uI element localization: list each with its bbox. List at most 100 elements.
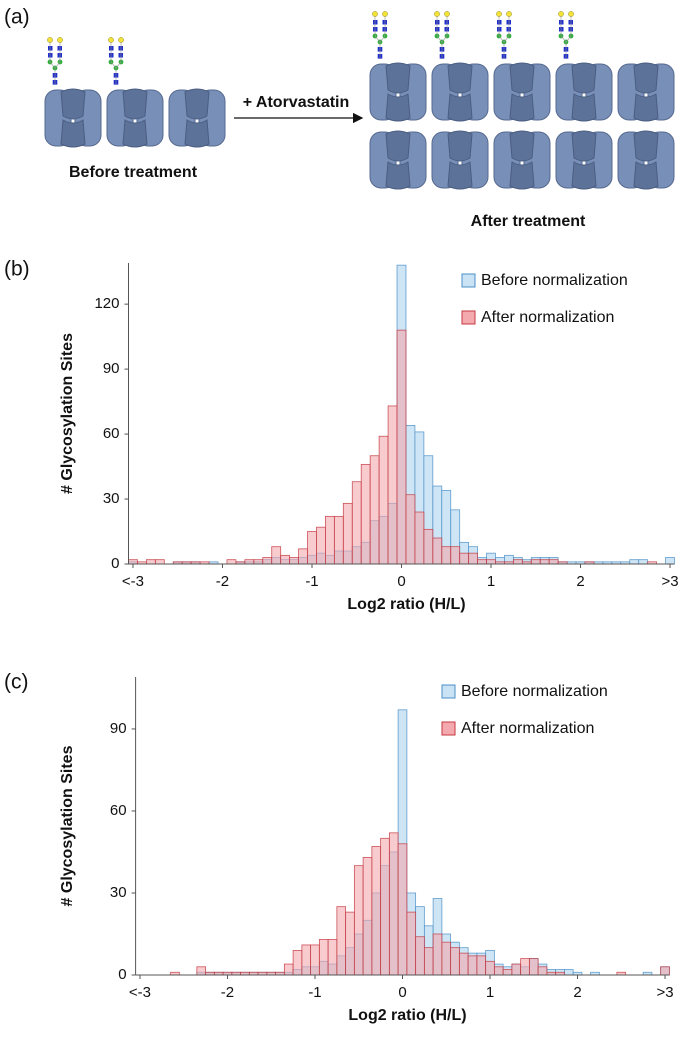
- legend-swatch: [461, 310, 476, 325]
- bar: [423, 947, 434, 976]
- bar: [530, 559, 541, 565]
- glycan: [433, 10, 451, 60]
- x-tick-label: -1: [305, 573, 318, 590]
- bar: [298, 548, 308, 565]
- bar: [226, 559, 237, 565]
- legend-swatch: [441, 721, 456, 736]
- bar: [292, 949, 303, 976]
- bar: [388, 832, 399, 976]
- bar: [351, 481, 362, 565]
- x-tick-label: >3: [661, 573, 678, 590]
- bar: [406, 911, 417, 976]
- diagram: (a) Before treatment + Atorvastatin Afte…: [4, 6, 675, 230]
- bar: [146, 559, 156, 565]
- y-tick-label: 90: [110, 720, 127, 737]
- bar: [450, 546, 461, 565]
- bar: [310, 944, 320, 976]
- y-tick-label: 120: [94, 295, 119, 312]
- y-tick-label: 60: [103, 425, 120, 442]
- y-tick-label: 60: [110, 802, 127, 819]
- bar: [342, 502, 353, 565]
- legend-swatch: [441, 684, 456, 699]
- protein: [106, 88, 164, 148]
- bar: [638, 559, 649, 565]
- legend-label: Before normalization: [461, 683, 608, 700]
- glycan: [46, 36, 64, 86]
- after-label: After treatment: [471, 213, 586, 230]
- bar: [629, 559, 640, 565]
- legend-label: Before normalization: [481, 272, 628, 289]
- bar: [520, 958, 530, 976]
- bar: [528, 958, 539, 976]
- bar: [539, 559, 550, 565]
- x-axis-label: Log2 ratio (H/L): [347, 596, 465, 613]
- bar: [244, 559, 255, 565]
- y-tick-label: 90: [103, 360, 120, 377]
- x-tick-label: -2: [216, 573, 229, 590]
- x-tick-label: >3: [656, 984, 673, 1001]
- after-group: [369, 10, 675, 190]
- bar: [476, 955, 487, 976]
- bar: [333, 515, 344, 565]
- x-tick-label: 1: [487, 573, 495, 590]
- bar: [414, 511, 425, 565]
- arrow-label: + Atorvastatin: [243, 94, 350, 111]
- y-tick-label: 0: [118, 966, 126, 983]
- legend-label: After normalization: [481, 309, 614, 326]
- bar: [563, 969, 574, 976]
- bar: [512, 559, 523, 565]
- y-axis-label: # Glycosylation Sites: [59, 333, 76, 494]
- bar: [253, 559, 264, 565]
- bar: [396, 329, 407, 565]
- bar: [502, 969, 513, 976]
- y-axis-label: # Glycosylation Sites: [59, 745, 76, 906]
- bar: [415, 936, 425, 976]
- y-tick-label: 0: [111, 555, 119, 572]
- bar: [378, 435, 389, 565]
- glycan: [107, 36, 125, 86]
- protein: [617, 62, 675, 122]
- glycan: [495, 10, 513, 60]
- protein: [431, 62, 489, 122]
- bar: [360, 463, 371, 565]
- bar: [537, 966, 548, 976]
- bar: [660, 966, 670, 976]
- panel-label: (a): [4, 6, 30, 29]
- y-tick-label: 30: [103, 490, 120, 507]
- bar: [665, 557, 675, 565]
- panel-label: (b): [4, 258, 30, 281]
- protein: [493, 130, 551, 190]
- bar: [371, 846, 382, 976]
- bar: [486, 559, 496, 565]
- protein: [493, 62, 551, 122]
- protein: [617, 130, 675, 190]
- bar: [345, 911, 355, 976]
- bar: [362, 857, 373, 976]
- bar: [196, 966, 207, 976]
- legend-label: After normalization: [461, 720, 594, 737]
- bar: [459, 552, 470, 565]
- panel-label: (c): [4, 671, 29, 694]
- bar: [154, 559, 165, 565]
- bar: [387, 405, 398, 565]
- legend-swatch: [461, 273, 476, 288]
- bar: [316, 526, 326, 565]
- x-tick-label: 1: [486, 984, 494, 1001]
- bar: [397, 843, 408, 976]
- bar: [283, 963, 294, 976]
- x-tick-label: 0: [398, 984, 406, 1001]
- x-tick-label: -2: [221, 984, 234, 1001]
- bar: [301, 944, 312, 976]
- bar: [405, 494, 416, 565]
- bar: [318, 939, 329, 976]
- glycan: [371, 10, 389, 60]
- bar: [432, 537, 443, 565]
- bar: [325, 515, 335, 565]
- x-tick-label: <-3: [122, 573, 144, 590]
- bar: [432, 933, 443, 976]
- x-tick-label: <-3: [129, 984, 151, 1001]
- bar: [262, 557, 273, 565]
- bar: [548, 559, 559, 565]
- bar: [280, 554, 291, 565]
